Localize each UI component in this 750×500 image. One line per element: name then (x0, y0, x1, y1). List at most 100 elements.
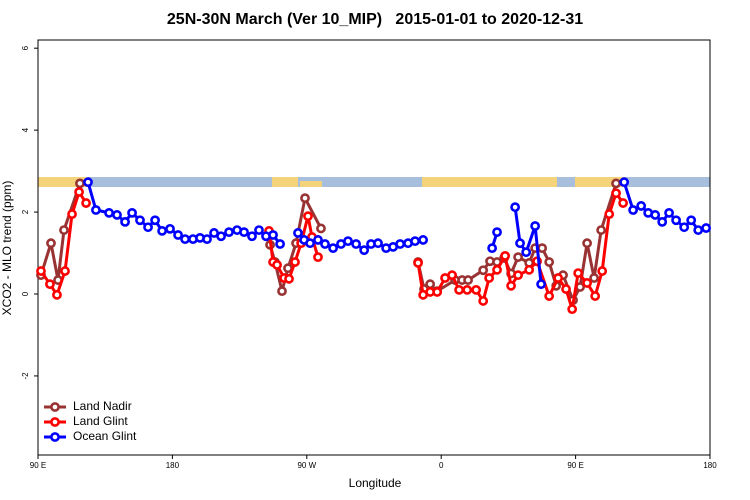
data-point (173, 230, 183, 240)
legend-label: Land Nadir (73, 399, 132, 413)
data-point (611, 188, 621, 199)
data-point (81, 198, 91, 208)
data-point (515, 238, 525, 249)
data-point (290, 257, 300, 267)
data-point (52, 289, 62, 300)
legend-marker (50, 417, 60, 427)
data-point (277, 286, 287, 297)
data-point (239, 227, 249, 238)
data-point (224, 227, 234, 238)
data-point (305, 238, 315, 249)
data-point (165, 223, 175, 234)
y-tick-label: 2 (21, 209, 30, 214)
x-tick-label: 90 W (297, 461, 316, 470)
data-point (284, 273, 294, 284)
data-point (487, 243, 498, 254)
x-tick-label: 180 (703, 461, 717, 470)
data-point (247, 231, 257, 242)
data-point (300, 193, 310, 204)
data-point (524, 264, 535, 275)
data-point (67, 209, 77, 220)
land-strip (300, 181, 322, 187)
data-point (671, 215, 682, 226)
data-point (60, 266, 70, 276)
data-point (83, 177, 93, 188)
data-point (36, 266, 46, 276)
y-tick-label: 6 (21, 45, 30, 50)
data-point (432, 287, 443, 297)
y-tick-label: -2 (21, 372, 30, 380)
data-point (293, 228, 303, 238)
data-point (104, 207, 114, 218)
data-point (275, 239, 285, 249)
data-point (359, 245, 370, 256)
data-point (180, 234, 190, 245)
data-point (582, 278, 592, 288)
data-point (418, 235, 429, 245)
data-point (328, 243, 338, 254)
data-point (120, 216, 130, 227)
data-point (679, 222, 690, 233)
data-point (127, 207, 137, 218)
data-point (650, 210, 661, 220)
data-point (395, 239, 406, 249)
data-point (590, 291, 601, 301)
data-point (463, 275, 473, 285)
data-point (686, 215, 697, 226)
x-axis-label: Longitude (349, 476, 402, 490)
legend-label: Land Glint (73, 414, 128, 428)
data-point (567, 304, 578, 315)
data-point (596, 225, 607, 235)
data-point (561, 284, 571, 294)
data-point (636, 201, 647, 211)
data-point (513, 252, 524, 263)
data-point (701, 223, 712, 233)
data-point (604, 209, 615, 220)
data-point (75, 178, 85, 189)
data-point (693, 225, 704, 235)
data-point (553, 273, 564, 283)
ocean-strip (38, 177, 710, 187)
data-point (157, 226, 167, 236)
y-tick-label: 4 (21, 127, 30, 132)
data-point (664, 207, 674, 218)
data-point (351, 239, 361, 249)
y-tick-label: 0 (21, 291, 30, 296)
data-point (530, 221, 541, 231)
data-point (510, 202, 521, 213)
land-strip (575, 177, 625, 187)
data-point (471, 285, 482, 295)
data-point (492, 264, 502, 275)
data-point (373, 238, 383, 249)
data-point (582, 238, 592, 249)
land-strip (272, 177, 298, 187)
data-point (303, 211, 313, 222)
data-point (216, 231, 226, 242)
data-point (484, 273, 495, 283)
land-strip (38, 177, 88, 187)
legend-marker (50, 432, 60, 442)
data-point (536, 279, 547, 290)
data-point (628, 205, 638, 215)
data-point (537, 243, 548, 254)
y-axis-label: XCO2 - MLO trend (ppm) (0, 181, 14, 316)
data-point (492, 227, 502, 238)
data-point (462, 285, 473, 295)
data-point (544, 257, 555, 267)
data-point (59, 225, 69, 235)
data-point (135, 215, 145, 226)
data-point (618, 198, 628, 208)
data-point (313, 235, 323, 245)
data-point (74, 187, 84, 197)
data-point (573, 268, 584, 279)
data-point (513, 270, 524, 281)
x-tick-label: 0 (439, 461, 444, 470)
land-strip (422, 177, 557, 187)
data-point (478, 296, 489, 306)
data-point (478, 265, 489, 276)
data-point (500, 250, 511, 261)
x-tick-label: 90 E (30, 461, 46, 470)
data-point (611, 178, 621, 189)
